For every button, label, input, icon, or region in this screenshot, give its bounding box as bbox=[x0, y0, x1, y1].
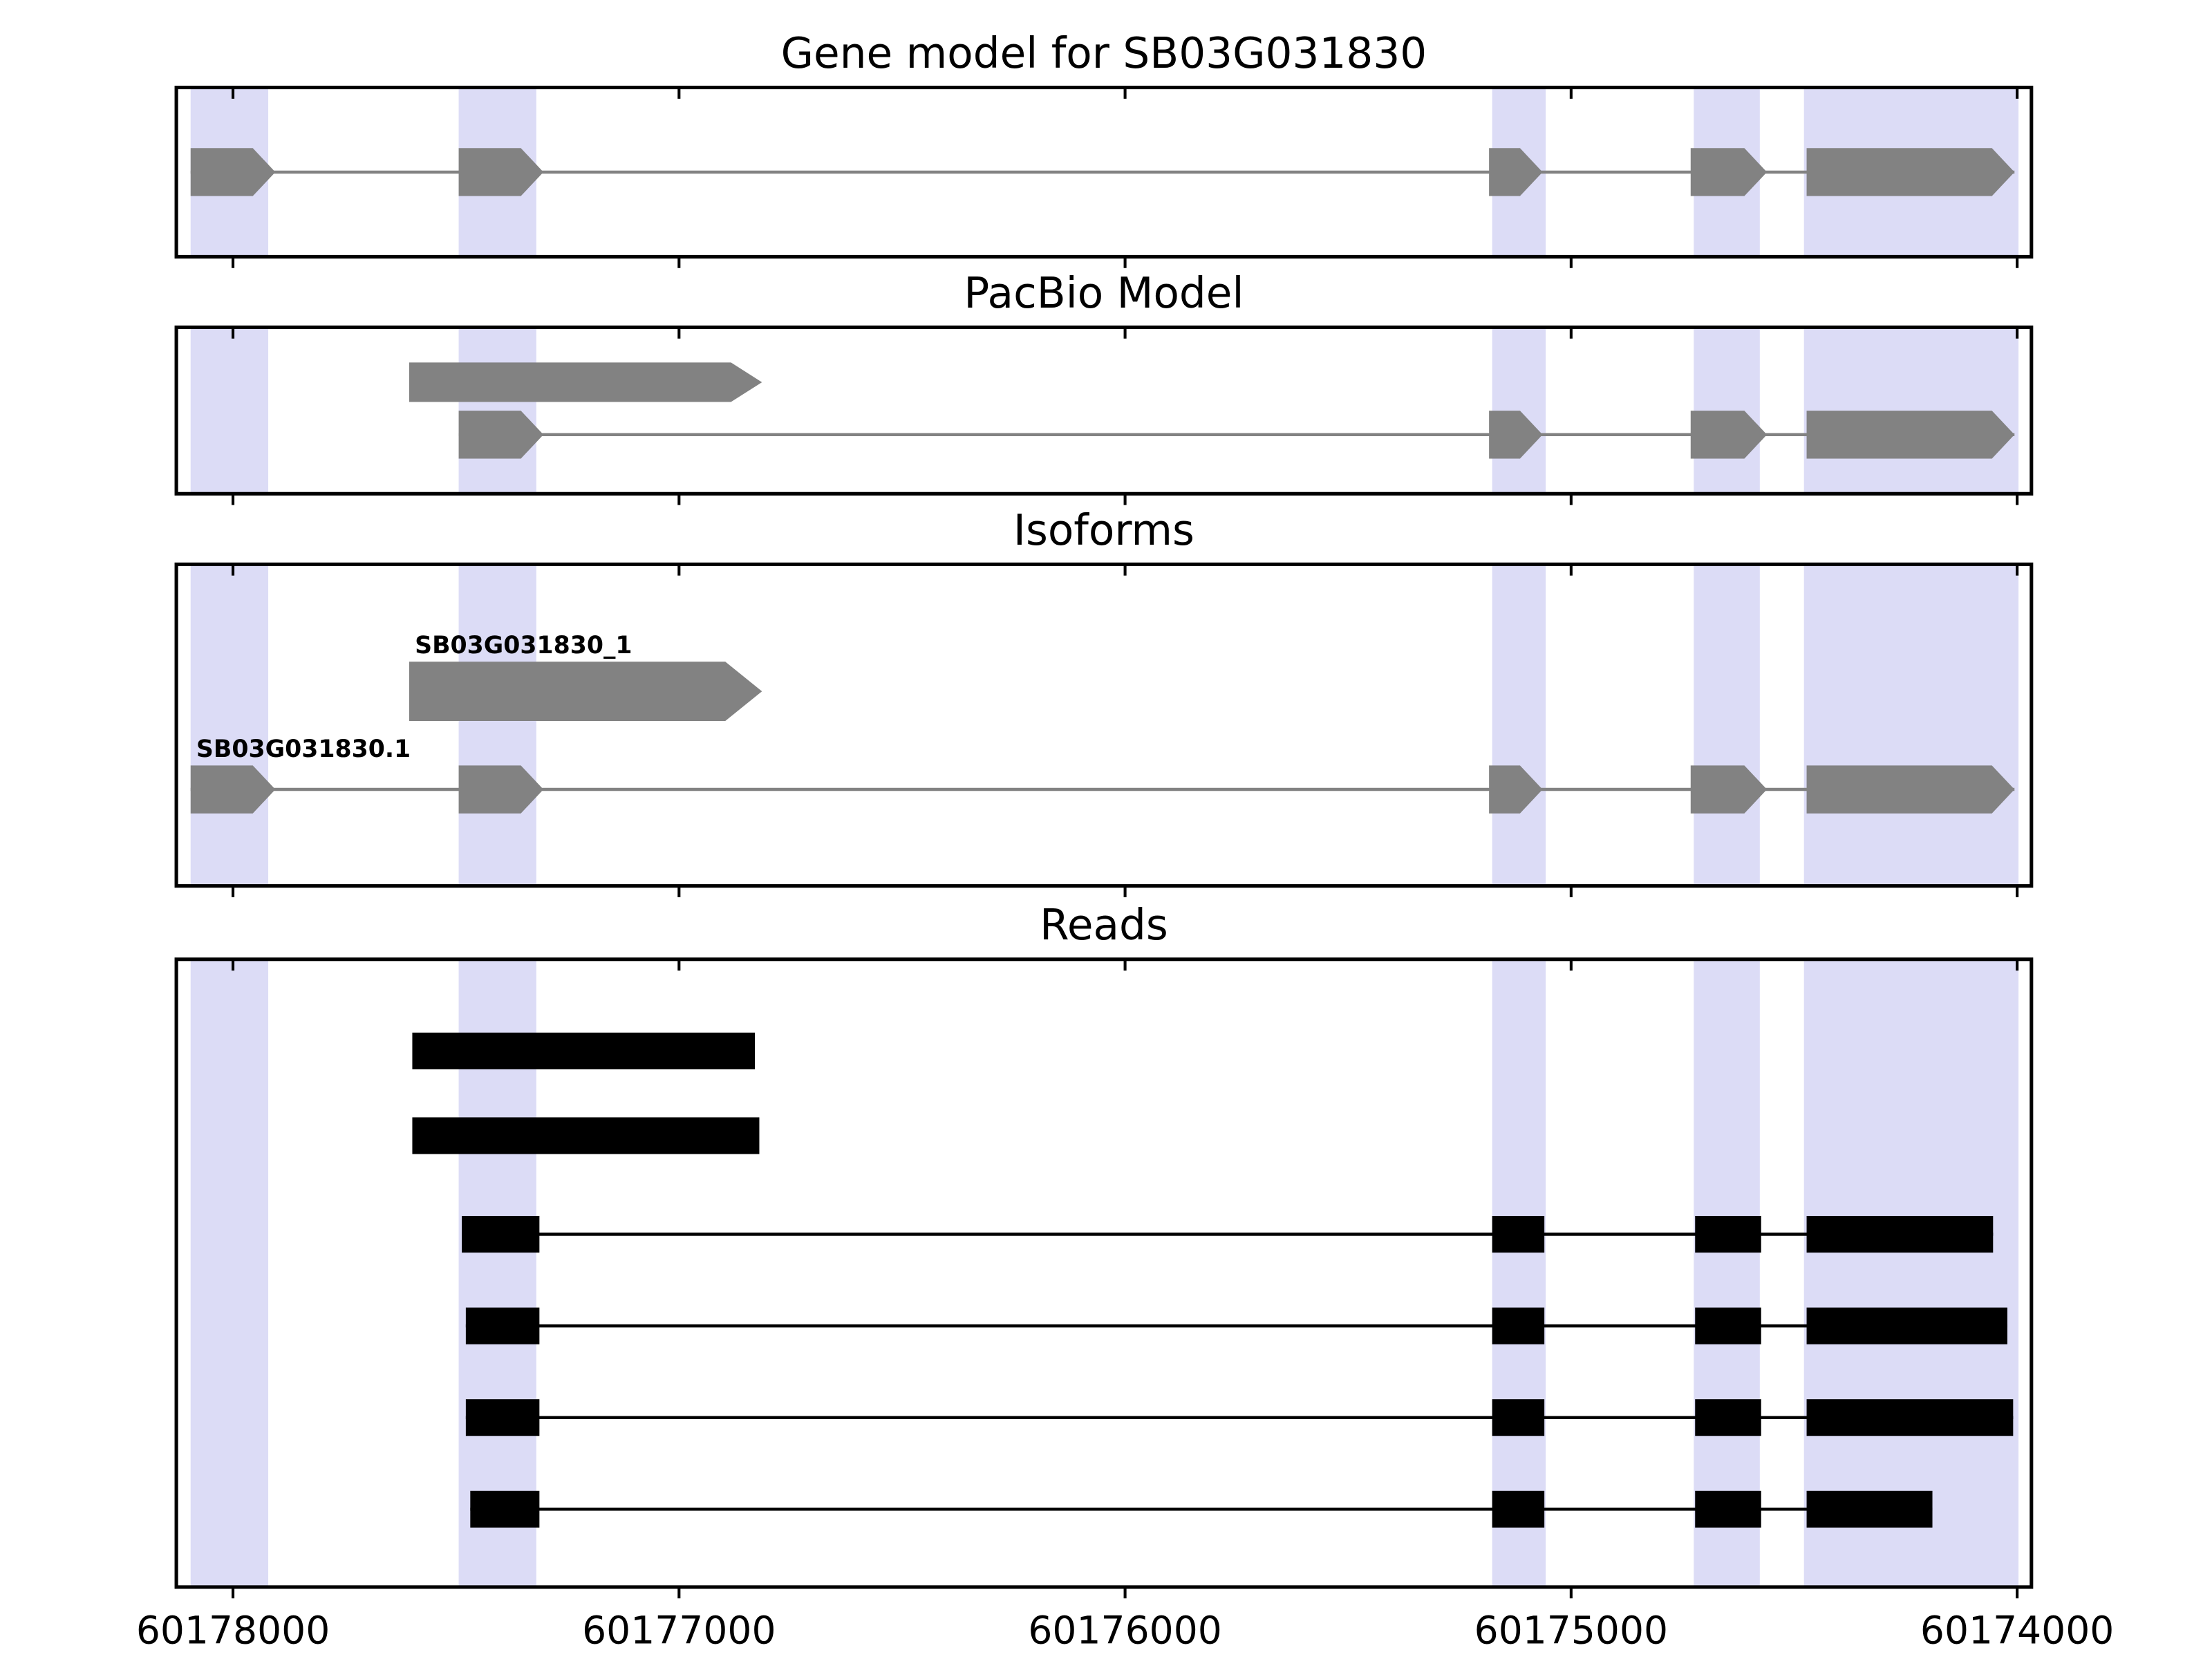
axis-tick-label: 60176000 bbox=[1028, 1609, 1221, 1653]
exon-arrow bbox=[1489, 148, 1543, 196]
highlight-band bbox=[458, 327, 536, 494]
panel-border bbox=[174, 957, 2034, 1589]
exon-arrow bbox=[190, 148, 276, 196]
highlight-band bbox=[1803, 959, 2019, 1587]
exon-block bbox=[1695, 1307, 1761, 1344]
exon-block bbox=[1492, 1307, 1545, 1344]
panel-border bbox=[174, 562, 2034, 888]
exon-arrow bbox=[458, 148, 544, 196]
highlight-band bbox=[1694, 959, 1760, 1587]
panel-gene-model: Gene model for SB03G031830 bbox=[174, 29, 2034, 268]
read-row bbox=[465, 1399, 2014, 1436]
highlight-band bbox=[1492, 327, 1546, 494]
highlight-band bbox=[1492, 959, 1546, 1587]
exon-block bbox=[1806, 1399, 2014, 1436]
exon-arrow bbox=[1690, 411, 1768, 459]
exon-arrow bbox=[1690, 148, 1768, 196]
panel-pacbio-model: PacBio Model bbox=[174, 269, 2034, 505]
exon-arrow bbox=[1806, 765, 2015, 814]
exon-arrow bbox=[1806, 411, 2015, 459]
exon-block bbox=[465, 1307, 540, 1344]
exon-block bbox=[1492, 1490, 1545, 1528]
exon-block bbox=[470, 1490, 540, 1528]
highlight-band bbox=[190, 959, 269, 1587]
axis-tick-label: 60174000 bbox=[1920, 1609, 2114, 1653]
exon-block bbox=[412, 1117, 760, 1154]
exon-block bbox=[1695, 1490, 1761, 1528]
panel-reads: Reads bbox=[174, 901, 2034, 1599]
exon-block bbox=[465, 1399, 540, 1436]
exon-arrow bbox=[409, 662, 762, 721]
isoform-label: SB03G031830.1 bbox=[196, 735, 411, 763]
read-row bbox=[412, 1032, 756, 1069]
transcript-row bbox=[190, 148, 2015, 196]
read-row bbox=[412, 1117, 760, 1154]
exon-block bbox=[1695, 1399, 1761, 1436]
panel-title-gene-model: Gene model for SB03G031830 bbox=[781, 29, 1427, 78]
exon-arrow bbox=[190, 765, 276, 814]
read-row bbox=[462, 1216, 1994, 1253]
highlight-band bbox=[458, 564, 536, 886]
exon-arrow bbox=[1806, 148, 2015, 196]
exon-arrow bbox=[1489, 411, 1543, 459]
transcript-row bbox=[409, 362, 762, 402]
highlight-band bbox=[190, 564, 269, 886]
panel-title-pacbio-model: PacBio Model bbox=[964, 269, 1244, 318]
axis-tick-label: 60175000 bbox=[1474, 1609, 1668, 1653]
highlight-band bbox=[1694, 564, 1760, 886]
exon-block bbox=[1492, 1216, 1545, 1253]
highlight-band bbox=[190, 327, 269, 494]
axis-tick-label: 60178000 bbox=[136, 1609, 330, 1653]
panel-border bbox=[174, 85, 2034, 259]
exon-arrow bbox=[458, 411, 544, 459]
isoform-label: SB03G031830_1 bbox=[415, 632, 632, 659]
highlight-band bbox=[1492, 564, 1546, 886]
exon-arrow bbox=[1690, 765, 1768, 814]
exon-arrow bbox=[409, 362, 762, 402]
exon-block bbox=[1695, 1216, 1761, 1253]
transcript-row bbox=[458, 411, 2015, 459]
highlight-band bbox=[1803, 327, 2019, 494]
highlight-band bbox=[1694, 327, 1760, 494]
panel-title-isoforms: Isoforms bbox=[1013, 506, 1194, 555]
panel-isoforms: SB03G031830_1 SB03G031830.1 Isoforms bbox=[174, 506, 2034, 897]
exon-arrow bbox=[458, 765, 544, 814]
exon-block bbox=[1806, 1216, 1994, 1253]
transcript-row: SB03G031830.1 bbox=[190, 735, 2015, 814]
exon-block bbox=[462, 1216, 540, 1253]
exon-block bbox=[412, 1032, 756, 1069]
read-row bbox=[470, 1490, 1933, 1528]
read-row bbox=[465, 1307, 2007, 1344]
exon-block bbox=[1806, 1490, 1933, 1528]
exon-block bbox=[1806, 1307, 2007, 1344]
transcript-row: SB03G031830_1 bbox=[409, 632, 762, 721]
panel-border bbox=[174, 325, 2034, 496]
axis-tick-label: 60177000 bbox=[582, 1609, 776, 1653]
panel-title-reads: Reads bbox=[1040, 901, 1168, 950]
highlight-band bbox=[1803, 564, 2019, 886]
exon-arrow bbox=[1489, 765, 1543, 814]
exon-block bbox=[1492, 1399, 1545, 1436]
